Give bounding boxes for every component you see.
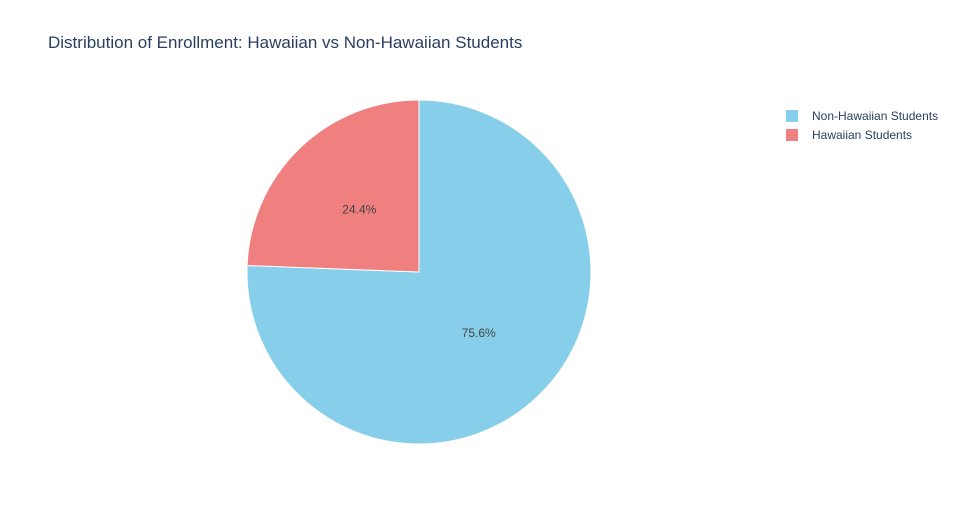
legend-item-hawaiian[interactable]: Hawaiian Students: [786, 125, 938, 144]
chart-title: Distribution of Enrollment: Hawaiian vs …: [48, 33, 523, 52]
pie-slices: [246, 99, 592, 445]
legend: Non-Hawaiian Students Hawaiian Students: [786, 106, 938, 144]
legend-swatch-hawaiian: [786, 128, 798, 141]
pie-slice-hawaiian[interactable]: [246, 99, 420, 273]
slice-label-non-hawaiian: 75.6%: [462, 326, 496, 340]
legend-item-non-hawaiian[interactable]: Non-Hawaiian Students: [786, 106, 938, 125]
pie-slice-labels: 75.6% 24.4%: [342, 202, 496, 340]
legend-swatch-non-hawaiian: [786, 109, 798, 122]
legend-label-non-hawaiian: Non-Hawaiian Students: [812, 108, 939, 123]
legend-label-hawaiian: Hawaiian Students: [812, 127, 913, 142]
slice-label-hawaiian: 24.4%: [342, 202, 376, 216]
